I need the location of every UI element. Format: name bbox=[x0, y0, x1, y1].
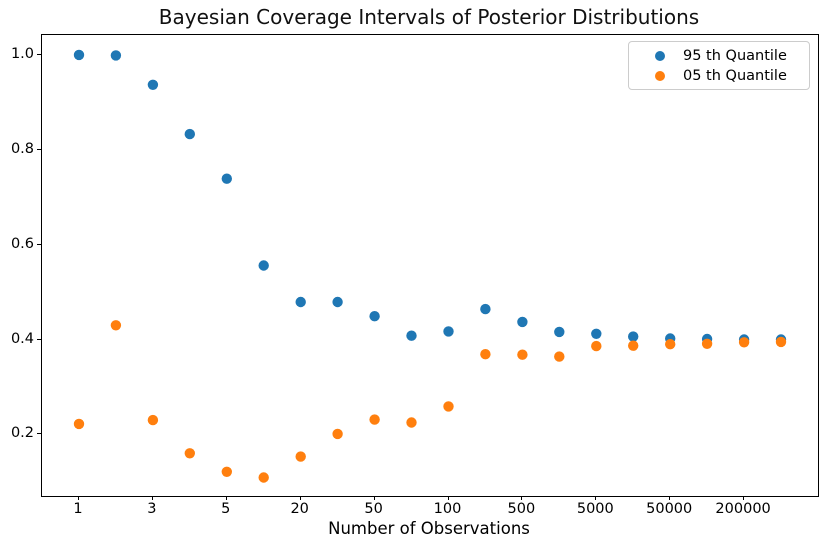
data-point-series1-9 bbox=[406, 417, 417, 428]
data-point-series1-3 bbox=[184, 448, 195, 459]
data-point-series1-11 bbox=[480, 349, 491, 360]
data-point-series1-14 bbox=[591, 340, 602, 352]
scatter-plot-svg bbox=[73, 49, 787, 483]
data-point-series1-12 bbox=[517, 349, 528, 360]
data-point-series0-6 bbox=[295, 296, 306, 308]
data-point-series0-4 bbox=[221, 173, 232, 184]
x-tick-label: 20 bbox=[290, 501, 309, 517]
x-tick-mark bbox=[225, 496, 227, 500]
data-point-series1-1 bbox=[110, 320, 122, 331]
data-point-series0-10 bbox=[443, 326, 454, 337]
data-point-series0-8 bbox=[369, 311, 380, 322]
data-point-series0-15 bbox=[628, 331, 639, 342]
legend-marker-icon bbox=[655, 51, 665, 61]
y-tick-mark bbox=[37, 433, 41, 435]
data-point-series1-7 bbox=[332, 428, 343, 440]
x-tick-mark bbox=[743, 496, 745, 500]
x-tick-label: 50 bbox=[364, 501, 383, 517]
x-tick-label: 100 bbox=[433, 501, 462, 517]
y-tick-label: 0.4 bbox=[10, 330, 34, 347]
x-tick-mark bbox=[447, 496, 449, 500]
data-point-series1-18 bbox=[738, 337, 750, 348]
legend-label: 05 th Quantile bbox=[683, 68, 787, 84]
data-point-series1-15 bbox=[628, 340, 639, 351]
x-tick-mark bbox=[78, 496, 79, 500]
x-tick-mark bbox=[521, 496, 523, 500]
x-tick-label: 5000 bbox=[576, 501, 614, 517]
x-tick-mark bbox=[669, 496, 671, 500]
data-point-series1-5 bbox=[258, 472, 269, 483]
data-point-series1-8 bbox=[369, 414, 380, 425]
data-point-series0-14 bbox=[591, 328, 602, 339]
data-point-series0-13 bbox=[554, 326, 565, 338]
y-tick-mark bbox=[37, 53, 41, 55]
x-tick-mark bbox=[151, 496, 153, 500]
data-point-series1-13 bbox=[554, 351, 565, 362]
legend-entry-0: 95 th Quantile bbox=[629, 46, 809, 66]
data-point-series0-0 bbox=[73, 49, 85, 61]
data-point-series0-12 bbox=[517, 316, 528, 328]
data-point-series0-5 bbox=[258, 260, 269, 271]
plot-area bbox=[41, 34, 819, 497]
x-tick-label: 500 bbox=[507, 501, 536, 517]
legend-label: 95 th Quantile bbox=[683, 48, 787, 64]
x-axis-label: Number of Observations bbox=[328, 519, 530, 538]
legend-entry-1: 05 th Quantile bbox=[629, 66, 809, 86]
x-tick-mark bbox=[595, 496, 597, 500]
x-tick-label: 50000 bbox=[646, 501, 693, 517]
data-point-series1-4 bbox=[221, 466, 232, 477]
x-tick-label: 3 bbox=[147, 501, 157, 517]
x-tick-label: 200000 bbox=[715, 501, 771, 517]
data-point-series1-2 bbox=[147, 414, 159, 426]
data-point-series1-16 bbox=[665, 339, 676, 350]
legend-marker-icon bbox=[655, 71, 665, 81]
legend: 95 th Quantile 05 th Quantile bbox=[628, 41, 810, 90]
data-point-series0-9 bbox=[406, 330, 417, 341]
data-point-series0-1 bbox=[110, 50, 122, 61]
data-point-series1-6 bbox=[295, 451, 306, 462]
y-tick-label: 0.6 bbox=[10, 235, 34, 252]
y-tick-mark bbox=[37, 148, 41, 150]
y-tick-mark bbox=[37, 338, 41, 340]
x-tick-label: 1 bbox=[73, 501, 83, 517]
data-point-series1-10 bbox=[443, 401, 454, 412]
y-tick-label: 0.2 bbox=[10, 425, 34, 442]
x-tick-mark bbox=[299, 496, 301, 500]
data-point-series0-11 bbox=[480, 303, 491, 315]
y-tick-mark bbox=[37, 243, 41, 245]
x-tick-label: 5 bbox=[221, 501, 231, 517]
data-point-series1-17 bbox=[701, 338, 713, 349]
y-tick-label: 1.0 bbox=[10, 45, 34, 62]
y-tick-label: 0.8 bbox=[10, 140, 34, 157]
data-point-series0-2 bbox=[147, 79, 159, 90]
x-tick-mark bbox=[373, 496, 375, 500]
data-point-series0-3 bbox=[184, 128, 195, 140]
data-point-series1-0 bbox=[73, 418, 85, 430]
chart-title: Bayesian Coverage Intervals of Posterior… bbox=[158, 5, 700, 29]
data-point-series1-19 bbox=[775, 336, 787, 348]
data-point-series0-7 bbox=[332, 296, 343, 308]
